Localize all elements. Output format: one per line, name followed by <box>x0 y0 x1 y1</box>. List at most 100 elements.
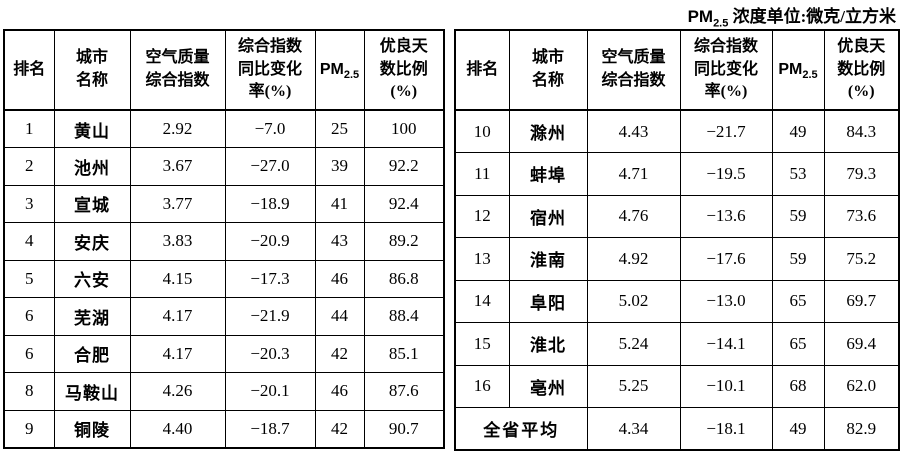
value-cell: 59 <box>771 194 825 238</box>
value-cell: −20.1 <box>224 372 316 411</box>
value-cell: 62.0 <box>823 364 900 408</box>
value-cell: 43 <box>314 222 365 261</box>
value-cell: 88.4 <box>363 297 445 336</box>
table-row: 12 宿州 4.76 −13.6 59 73.6 <box>454 194 900 238</box>
air-quality-table-right: 排名 城市 名称 空气质量 综合指数 综合指数 同比变化 率(%) PM2.5 … <box>454 29 900 451</box>
value-cell: 42 <box>314 409 365 448</box>
header-aq-composite-index: 空气质量 综合指数 <box>129 29 226 111</box>
table-row: 5 六安 4.15 −17.3 46 86.8 <box>3 259 445 298</box>
value-cell: 4.92 <box>586 237 681 281</box>
header-rank: 排名 <box>454 29 510 111</box>
city-name-cell: 宣城 <box>53 184 131 223</box>
value-cell: 1 <box>3 109 55 148</box>
pm25-unit-note: PM2.5 浓度单位:微克/立方米 <box>688 2 896 30</box>
value-cell: −19.5 <box>679 152 773 196</box>
value-cell: −18.7 <box>224 409 316 448</box>
value-cell: 46 <box>314 259 365 298</box>
city-name-cell: 六安 <box>53 259 131 298</box>
value-cell: −18.9 <box>224 184 316 223</box>
city-name-cell: 合肥 <box>53 334 131 373</box>
value-cell: 4.17 <box>129 297 226 336</box>
value-cell: 41 <box>314 184 365 223</box>
value-cell: 4.15 <box>129 259 226 298</box>
value-cell: 4.76 <box>586 194 681 238</box>
pm25-subscript: 2.5 <box>713 17 729 30</box>
value-cell: 4.26 <box>129 372 226 411</box>
value-cell: 53 <box>771 152 825 196</box>
value-cell: 5.25 <box>586 364 681 408</box>
value-cell: 82.9 <box>823 407 900 451</box>
value-cell: 92.2 <box>363 147 445 186</box>
header-aq-composite-index: 空气质量 综合指数 <box>586 29 681 111</box>
city-name-cell: 宿州 <box>508 194 588 238</box>
value-cell: −20.3 <box>224 334 316 373</box>
value-cell: 68 <box>771 364 825 408</box>
value-cell: −7.0 <box>224 109 316 148</box>
table-row: 11 蚌埠 4.71 −19.5 53 79.3 <box>454 152 900 196</box>
value-cell: 14 <box>454 279 510 323</box>
value-cell: 42 <box>314 334 365 373</box>
table-row: 9 铜陵 4.40 −18.7 42 90.7 <box>3 409 445 448</box>
value-cell: 3.77 <box>129 184 226 223</box>
city-name-cell: 安庆 <box>53 222 131 261</box>
value-cell: 46 <box>314 372 365 411</box>
header-yoy-change-rate: 综合指数 同比变化 率(%) <box>679 29 773 111</box>
header-good-days-ratio: 优良天 数比例 (%) <box>363 29 445 111</box>
value-cell: −18.1 <box>679 407 773 451</box>
value-cell: 39 <box>314 147 365 186</box>
value-cell: −14.1 <box>679 322 773 366</box>
pm25-subscript: 2.5 <box>343 68 360 81</box>
header-row: 排名 城市 名称 空气质量 综合指数 综合指数 同比变化 率(%) PM2.5 … <box>454 29 900 111</box>
city-name-cell: 黄山 <box>53 109 131 148</box>
value-cell: 2.92 <box>129 109 226 148</box>
footer-label-cell: 全省平均 <box>454 407 588 451</box>
table-row: 15 淮北 5.24 −14.1 65 69.4 <box>454 322 900 366</box>
value-cell: 13 <box>454 237 510 281</box>
value-cell: 15 <box>454 322 510 366</box>
value-cell: 2 <box>3 147 55 186</box>
value-cell: 9 <box>3 409 55 448</box>
table-row: 2 池州 3.67 −27.0 39 92.2 <box>3 147 445 186</box>
value-cell: 12 <box>454 194 510 238</box>
table-row: 8 马鞍山 4.26 −20.1 46 87.6 <box>3 372 445 411</box>
header-good-days-ratio: 优良天 数比例 (%) <box>823 29 900 111</box>
table-row: 6 芜湖 4.17 −21.9 44 88.4 <box>3 297 445 336</box>
value-cell: 5 <box>3 259 55 298</box>
value-cell: 4.40 <box>129 409 226 448</box>
value-cell: 65 <box>771 279 825 323</box>
value-cell: 4.34 <box>586 407 681 451</box>
value-cell: 3.83 <box>129 222 226 261</box>
table-row: 16 亳州 5.25 −10.1 68 62.0 <box>454 364 900 408</box>
value-cell: −21.9 <box>224 297 316 336</box>
unit-note-text: 浓度单位:微克/立方米 <box>728 7 896 26</box>
table-row: 10 滁州 4.43 −21.7 49 84.3 <box>454 109 900 153</box>
value-cell: −13.6 <box>679 194 773 238</box>
city-name-cell: 淮南 <box>508 237 588 281</box>
city-name-cell: 铜陵 <box>53 409 131 448</box>
value-cell: 85.1 <box>363 334 445 373</box>
value-cell: −13.0 <box>679 279 773 323</box>
value-cell: 90.7 <box>363 409 445 448</box>
value-cell: 86.8 <box>363 259 445 298</box>
value-cell: 49 <box>771 109 825 153</box>
pm25-subscript: 2.5 <box>802 68 818 81</box>
table-row: 4 安庆 3.83 −20.9 43 89.2 <box>3 222 445 261</box>
value-cell: −10.1 <box>679 364 773 408</box>
city-name-cell: 蚌埠 <box>508 152 588 196</box>
value-cell: −21.7 <box>679 109 773 153</box>
value-cell: 4.17 <box>129 334 226 373</box>
value-cell: 6 <box>3 334 55 373</box>
value-cell: 49 <box>771 407 825 451</box>
value-cell: 5.24 <box>586 322 681 366</box>
table-row: 全省平均 4.34 −18.1 49 82.9 <box>454 407 900 451</box>
value-cell: 75.2 <box>823 237 900 281</box>
table-row: 14 阜阳 5.02 −13.0 65 69.7 <box>454 279 900 323</box>
value-cell: −27.0 <box>224 147 316 186</box>
value-cell: 84.3 <box>823 109 900 153</box>
value-cell: 25 <box>314 109 365 148</box>
value-cell: 65 <box>771 322 825 366</box>
value-cell: 69.4 <box>823 322 900 366</box>
value-cell: 79.3 <box>823 152 900 196</box>
table-row: 6 合肥 4.17 −20.3 42 85.1 <box>3 334 445 373</box>
